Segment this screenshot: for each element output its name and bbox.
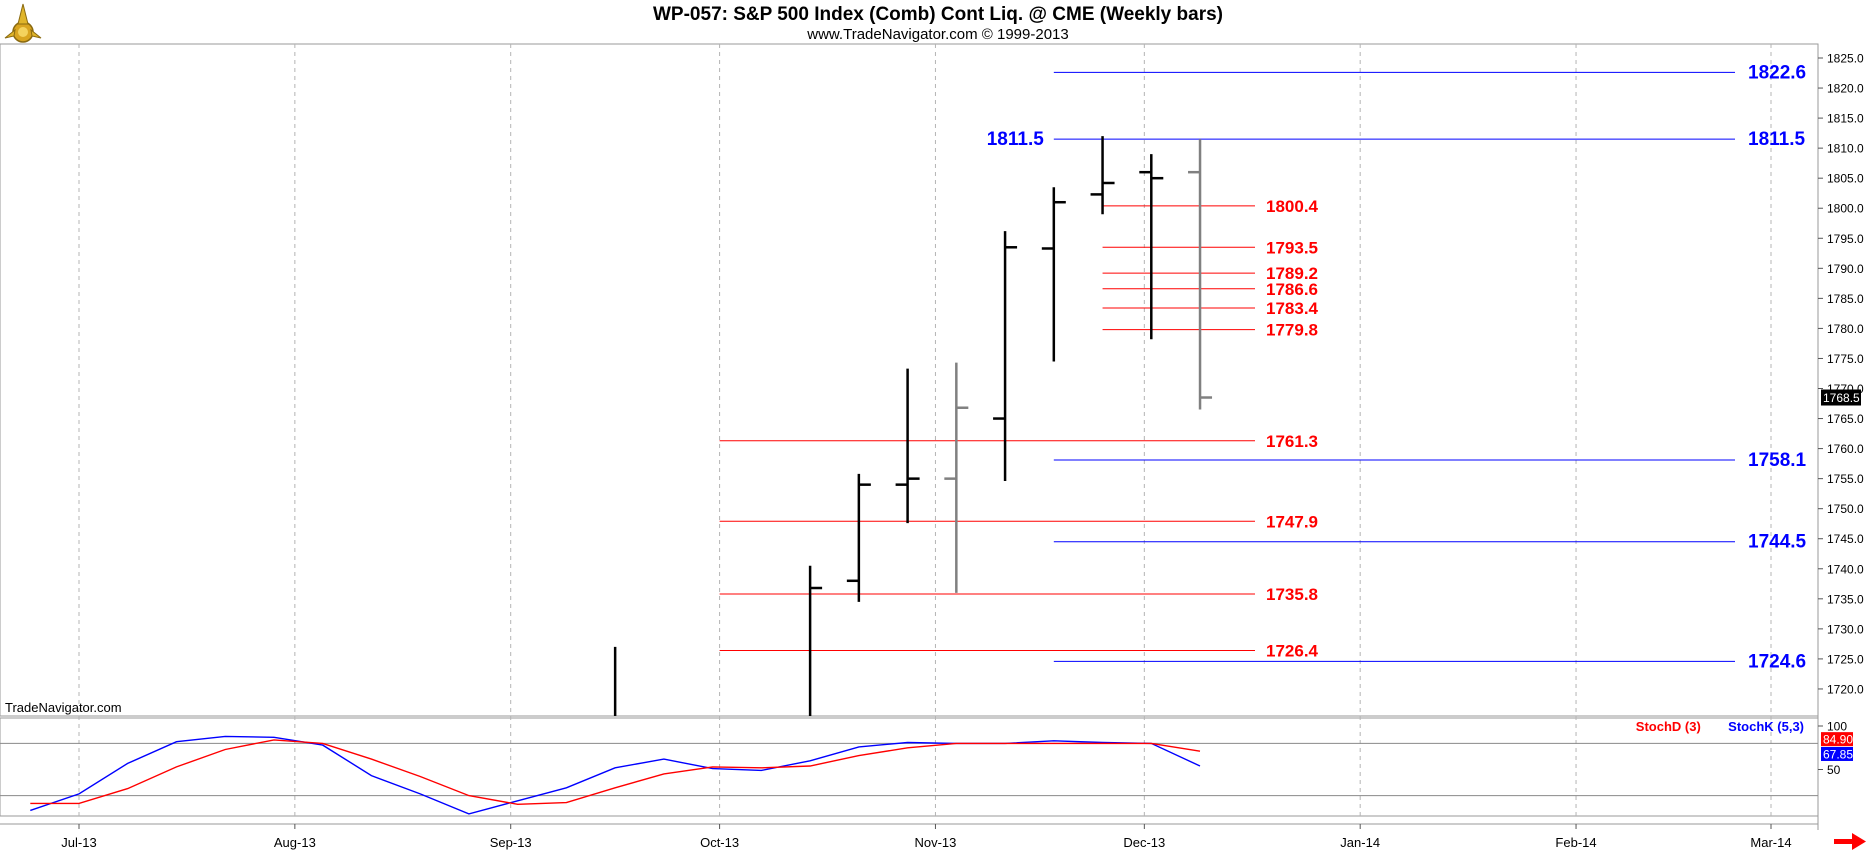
price-tick-label: 1760.0 (1827, 442, 1864, 456)
stoch-last-value-tag (1821, 732, 1853, 747)
stoch-last-value-label: 67.85 (1823, 747, 1853, 761)
date-tick-label: Dec-13 (1123, 835, 1165, 850)
fib-level-label-blue: 1822.6 (1748, 62, 1806, 83)
stoch-tick-label: 100 (1827, 720, 1847, 734)
stoch-legend-label: StochD (3) (1636, 719, 1701, 734)
stoch-last-value-label: 84.90 (1823, 733, 1853, 747)
ohlc-bar (1188, 139, 1213, 410)
red-right-arrow-head (1852, 833, 1866, 850)
price-tick-label: 1780.0 (1827, 322, 1864, 336)
last-price-label: 1768.5 (1823, 391, 1860, 405)
ohlc-bar (1139, 154, 1164, 340)
ohlc-bar (846, 473, 871, 602)
stoch-d-line (30, 739, 1201, 806)
price-tick-label: 1725.0 (1827, 652, 1864, 666)
date-tick-label: Oct-13 (700, 835, 739, 850)
red-right-arrow-shaft (1834, 839, 1856, 844)
price-tick-label: 1805.0 (1827, 172, 1864, 186)
price-tick-label: 1720.0 (1827, 682, 1864, 696)
price-tick-label: 1775.0 (1827, 352, 1864, 366)
fib-level-label-red: 1761.3 (1266, 432, 1318, 451)
fib-level-label-red: 1793.5 (1266, 238, 1318, 257)
fib-level-label-red: 1735.8 (1266, 585, 1318, 604)
date-tick-label: Aug-13 (274, 835, 316, 850)
ohlc-bar (1041, 187, 1066, 362)
price-tick-label: 1825.0 (1827, 52, 1864, 66)
stoch-panel-frame (0, 717, 1819, 817)
gold-compass-logo-icon (2, 2, 44, 44)
chart-title: WP-057: S&P 500 Index (Comb) Cont Liq. @… (653, 4, 1223, 25)
price-tick-label: 1785.0 (1827, 292, 1864, 306)
date-tick-label: Jul-13 (61, 835, 96, 850)
stoch-last-value-tag (1821, 746, 1853, 761)
fib-level-label-red: 1726.4 (1266, 642, 1319, 661)
fib-level-label-red: 1747.9 (1266, 512, 1318, 531)
fib-level-label-blue: 1724.6 (1748, 651, 1806, 672)
fib-level-label-blue: 1811.5 (1748, 129, 1805, 150)
price-tick-label: 1795.0 (1827, 232, 1864, 246)
price-tick-label: 1800.0 (1827, 202, 1864, 216)
ohlc-bar (993, 231, 1018, 482)
fib-level-label-red: 1789.2 (1266, 264, 1318, 283)
price-tick-label: 1790.0 (1827, 262, 1864, 276)
fib-level-left-label-blue: 1811.5 (987, 129, 1044, 150)
watermark-text: TradeNavigator.com (5, 700, 122, 715)
fib-level-label-red: 1800.4 (1266, 197, 1319, 216)
ohlc-bar (944, 362, 969, 593)
fib-level-label-blue: 1744.5 (1748, 532, 1807, 553)
fib-level-label-red: 1779.8 (1266, 321, 1318, 340)
date-tick-label: Nov-13 (914, 835, 956, 850)
red-right-arrow-icon (1834, 833, 1866, 850)
price-tick-label: 1765.0 (1827, 412, 1864, 426)
ohlc-bar (895, 368, 920, 524)
stoch-legend-label: StochK (5,3) (1728, 719, 1804, 734)
price-tick-label: 1740.0 (1827, 562, 1864, 576)
date-tick-label: Feb-14 (1555, 835, 1596, 850)
price-tick-label: 1750.0 (1827, 502, 1864, 516)
price-tick-label: 1820.0 (1827, 82, 1864, 96)
price-tick-label: 1730.0 (1827, 622, 1864, 636)
ohlc-bar (808, 565, 823, 716)
fib-level-label-red: 1783.4 (1266, 299, 1319, 318)
fib-level-label-red: 1786.6 (1266, 280, 1318, 299)
date-tick-label: Mar-14 (1750, 835, 1791, 850)
price-tick-label: 1810.0 (1827, 142, 1864, 156)
date-tick-label: Sep-13 (490, 835, 532, 850)
date-tick-label: Jan-14 (1340, 835, 1380, 850)
price-tick-label: 1745.0 (1827, 532, 1864, 546)
ohlc-bar (1090, 136, 1115, 215)
stoch-k-line (30, 735, 1201, 815)
price-panel-frame (0, 43, 1819, 717)
price-tick-label: 1815.0 (1827, 112, 1864, 126)
price-tick-label: 1735.0 (1827, 592, 1864, 606)
last-price-tag (1821, 389, 1861, 406)
fib-level-label-blue: 1758.1 (1748, 450, 1807, 471)
stoch-tick-label: 50 (1827, 763, 1841, 777)
price-tick-label: 1755.0 (1827, 472, 1864, 486)
chart-subtitle: www.TradeNavigator.com © 1999-2013 (807, 26, 1069, 43)
